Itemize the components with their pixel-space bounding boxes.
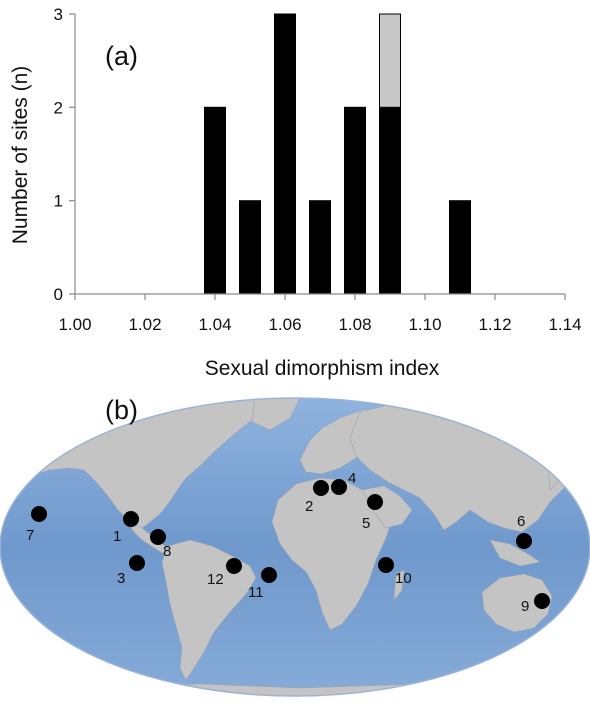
site-label-8: 8 bbox=[163, 543, 171, 560]
bar-primary-1.08 bbox=[344, 106, 366, 295]
site-label-1: 1 bbox=[113, 528, 121, 545]
x-tick-label: 1.08 bbox=[338, 315, 371, 334]
x-tick-label: 1.04 bbox=[198, 315, 231, 334]
x-axis-ticks: 1.00 1.02 1.04 1.06 1.08 1.10 1.12 1.14 bbox=[58, 294, 582, 334]
landmass-madagascar bbox=[393, 569, 405, 601]
y-axis-ticks: 0 1 2 3 bbox=[54, 5, 75, 304]
y-tick-label: 3 bbox=[54, 5, 63, 24]
y-tick-label: 2 bbox=[54, 98, 63, 117]
site-marker-1 bbox=[123, 511, 139, 527]
y-tick-label: 1 bbox=[54, 192, 63, 211]
bar-primary-1.07 bbox=[309, 200, 331, 295]
site-marker-6 bbox=[516, 533, 532, 549]
landmass-southeast-asia bbox=[489, 539, 541, 567]
site-marker-12 bbox=[226, 558, 242, 574]
site-marker-4 bbox=[331, 479, 347, 495]
x-tick-label: 1.14 bbox=[548, 315, 581, 334]
bar-secondary-1.09 bbox=[379, 13, 401, 108]
panel-label-b: (b) bbox=[105, 395, 138, 425]
site-marker-10 bbox=[378, 557, 394, 573]
bar-primary-1.09 bbox=[379, 106, 401, 295]
bar-primary-1.11 bbox=[449, 200, 471, 295]
y-axis-title: Number of sites (n) bbox=[9, 66, 32, 245]
site-label-3: 3 bbox=[117, 570, 125, 587]
bar-primary-1.06 bbox=[274, 13, 296, 295]
x-axis-title: Sexual dimorphism index bbox=[205, 357, 440, 380]
globe-outline bbox=[0, 397, 590, 697]
x-tick-label: 1.12 bbox=[478, 315, 511, 334]
bar-primary-1.05 bbox=[239, 200, 261, 295]
site-marker-9 bbox=[534, 593, 550, 609]
site-marker-11 bbox=[261, 567, 277, 583]
bar-primary-1.04 bbox=[204, 106, 226, 295]
site-label-4: 4 bbox=[348, 470, 356, 487]
panel-label-a: (a) bbox=[105, 41, 138, 71]
site-marker-2 bbox=[313, 480, 329, 496]
x-tick-label: 1.06 bbox=[268, 315, 301, 334]
landmass-australia bbox=[481, 573, 553, 633]
landmass-south-america bbox=[161, 539, 257, 681]
site-label-11: 11 bbox=[248, 584, 264, 601]
site-label-5: 5 bbox=[362, 515, 370, 532]
site-marker-3 bbox=[129, 555, 145, 571]
site-label-6: 6 bbox=[517, 513, 525, 530]
x-tick-label: 1.02 bbox=[128, 315, 161, 334]
landmass-africa bbox=[271, 477, 393, 631]
site-label-7: 7 bbox=[26, 527, 34, 544]
histogram-bars bbox=[204, 13, 471, 295]
landmass-greenland bbox=[251, 398, 301, 431]
site-label-10: 10 bbox=[395, 570, 412, 587]
y-tick-label: 0 bbox=[54, 285, 63, 304]
x-tick-label: 1.00 bbox=[58, 315, 91, 334]
site-label-12: 12 bbox=[207, 571, 224, 588]
site-label-2: 2 bbox=[305, 498, 313, 515]
site-marker-5 bbox=[367, 494, 383, 510]
site-marker-8 bbox=[150, 529, 166, 545]
site-marker-7 bbox=[31, 506, 47, 522]
x-tick-label: 1.10 bbox=[408, 315, 441, 334]
site-label-9: 9 bbox=[521, 598, 529, 615]
histogram-panel: (a) 0 1 2 3 1.00 1.02 1.04 1.06 1.08 1.10 1.12 1.1… bbox=[9, 5, 582, 380]
